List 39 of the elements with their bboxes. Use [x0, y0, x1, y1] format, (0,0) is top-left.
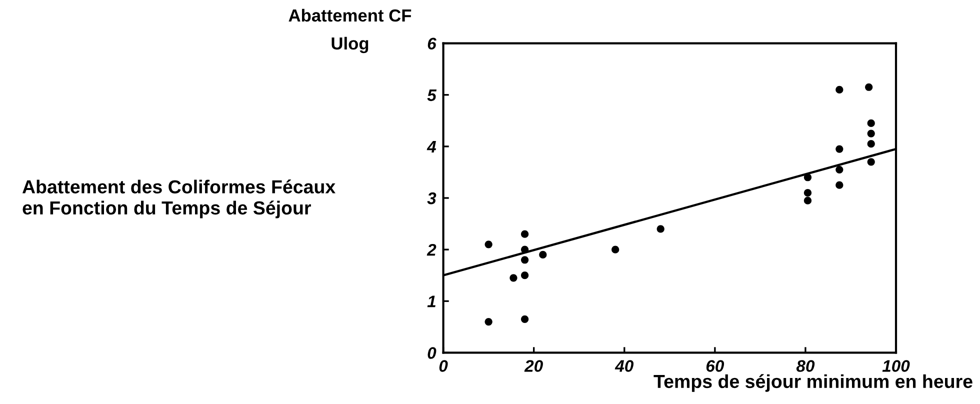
y-tick-label: 1 — [427, 296, 436, 308]
point — [484, 240, 492, 248]
point — [804, 174, 812, 182]
y-tick-label: 6 — [428, 38, 436, 50]
y-tick-label: 0 — [428, 347, 436, 359]
x-tick-label: 100 — [882, 360, 910, 372]
x-axis-title: Temps de séjour minimum en heure — [654, 374, 972, 392]
x-tick-label: 80 — [796, 360, 815, 372]
point — [520, 272, 529, 280]
x-tick-label: 0 — [439, 360, 448, 372]
point — [836, 181, 844, 189]
point — [612, 246, 620, 254]
point — [520, 315, 529, 323]
point — [804, 189, 812, 197]
point — [539, 250, 547, 259]
point — [520, 256, 529, 264]
point — [484, 318, 492, 326]
point — [867, 140, 875, 148]
x-tick-label: 20 — [524, 360, 543, 372]
y-tick-label: 3 — [427, 192, 436, 204]
x-tick-label: 60 — [706, 360, 724, 372]
point — [867, 158, 875, 166]
x-tick-label: 40 — [614, 360, 634, 372]
point — [836, 166, 844, 174]
point — [510, 274, 518, 282]
y-tick-label: 2 — [426, 244, 436, 256]
point — [865, 83, 873, 91]
point — [836, 145, 844, 153]
point — [520, 230, 529, 238]
point — [656, 225, 664, 233]
text: Abattement des Coliformes Fécaux en Fonction du Temps de Séjour — [22, 180, 336, 218]
point — [804, 196, 812, 204]
point — [867, 119, 875, 128]
y-axis-title: Abattement CF Ulog — [288, 8, 412, 54]
point — [520, 246, 529, 254]
y-tick-label: 4 — [426, 141, 436, 152]
y-tick-label: 5 — [427, 89, 437, 102]
point — [836, 86, 844, 94]
point — [867, 130, 875, 138]
